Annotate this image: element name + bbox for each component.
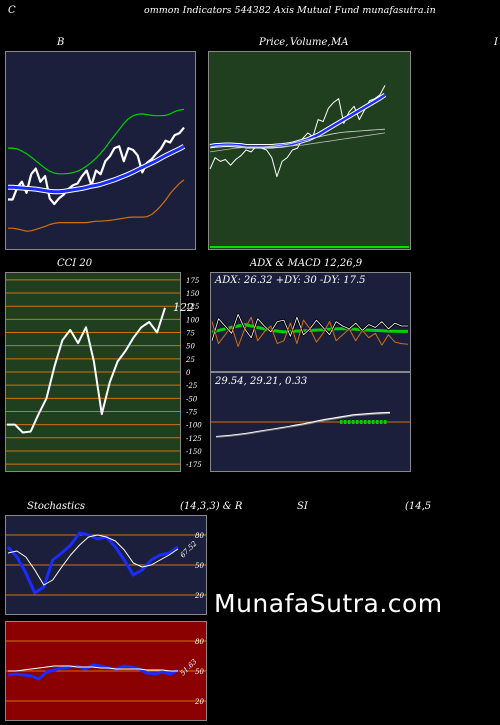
signal-line xyxy=(215,413,391,438)
stochastics-title: Stochastics xyxy=(27,501,85,512)
macd-line xyxy=(215,411,391,438)
price-title-2: Volume, xyxy=(290,37,331,48)
tick-label: -50 xyxy=(186,395,198,403)
middle-band xyxy=(8,144,185,194)
tick-label: -25 xyxy=(186,382,198,390)
tick-label: 150 xyxy=(186,290,200,298)
price-ma-chart xyxy=(208,51,411,250)
page-title: ommon Indicators 544382 Axis Mutual Fund… xyxy=(144,5,436,16)
cci-last-value-label: 122 xyxy=(173,301,194,314)
tick-label: -150 xyxy=(186,448,202,456)
bollinger-title: B xyxy=(57,37,65,48)
adx-chart xyxy=(210,272,411,372)
histogram-bar xyxy=(348,420,351,424)
tick-label: -125 xyxy=(186,435,202,443)
tick-label: 50 xyxy=(186,343,195,351)
histogram-bar xyxy=(352,420,355,424)
histogram-bar xyxy=(380,420,383,424)
adx-readout: ADX: 26.32 +DY: 30 -DY: 17.5 xyxy=(215,275,366,286)
tick-label: 50 xyxy=(195,562,204,570)
histogram-bar xyxy=(340,420,343,424)
histogram-bar xyxy=(364,420,367,424)
tick-label: 50 xyxy=(195,668,204,676)
bollinger-chart xyxy=(5,51,196,250)
watermark: MunafaSutra.com xyxy=(214,589,443,618)
cci-chart: 175 150 125 100 75 50 25 0 -25 -50 -75 -100 -125 -150… xyxy=(5,272,202,472)
stoch-d-line xyxy=(7,534,179,586)
price-title-3: MA xyxy=(331,37,349,48)
header-letter: C xyxy=(8,5,16,16)
tick-label: 175 xyxy=(186,277,200,285)
price-title-1: Price, xyxy=(259,37,289,48)
cci-title: CCI 20 xyxy=(57,258,93,269)
tick-label: 0 xyxy=(186,369,191,377)
rsi-params: (14,5 xyxy=(405,501,432,512)
histogram-bar xyxy=(384,420,387,424)
histogram-bar xyxy=(376,420,379,424)
histogram-bar xyxy=(356,420,359,424)
macd-readout: 29.54, 29.21, 0.33 xyxy=(215,376,308,387)
tick-label: 100 xyxy=(186,316,200,324)
histogram-bar xyxy=(368,420,371,424)
cci-line xyxy=(7,307,166,434)
adx-macd-title: ADX & MACD 12,26,9 xyxy=(250,258,363,269)
histogram-bar xyxy=(344,420,347,424)
stochastics-params: (14,3,3) & R xyxy=(180,501,243,512)
tick-label: -100 xyxy=(186,422,202,430)
tick-label: 25 xyxy=(185,356,195,364)
rsi-signal-line xyxy=(8,665,178,672)
tick-label: -75 xyxy=(186,408,198,416)
rsi-line xyxy=(7,663,179,681)
rsi-title: SI xyxy=(297,501,308,512)
right-edge-letter: I xyxy=(494,37,498,48)
histogram-bar xyxy=(360,420,363,424)
histogram-bar xyxy=(372,420,375,424)
ma-long xyxy=(209,132,386,153)
macd-chart xyxy=(210,372,411,472)
price-line xyxy=(8,126,185,206)
lower-band xyxy=(8,179,185,232)
tick-label: 125 xyxy=(186,303,200,311)
upper-band xyxy=(8,108,185,175)
tick-label: 75 xyxy=(186,330,195,338)
tick-label: 20 xyxy=(194,698,204,706)
tick-label: 20 xyxy=(194,592,204,600)
tick-label: -175 xyxy=(186,461,202,469)
tick-label: 80 xyxy=(195,532,204,540)
minus-di-line xyxy=(211,316,409,347)
tick-label: 80 xyxy=(195,638,204,646)
stoch-k-line xyxy=(6,531,179,595)
ma-medium xyxy=(209,128,386,148)
